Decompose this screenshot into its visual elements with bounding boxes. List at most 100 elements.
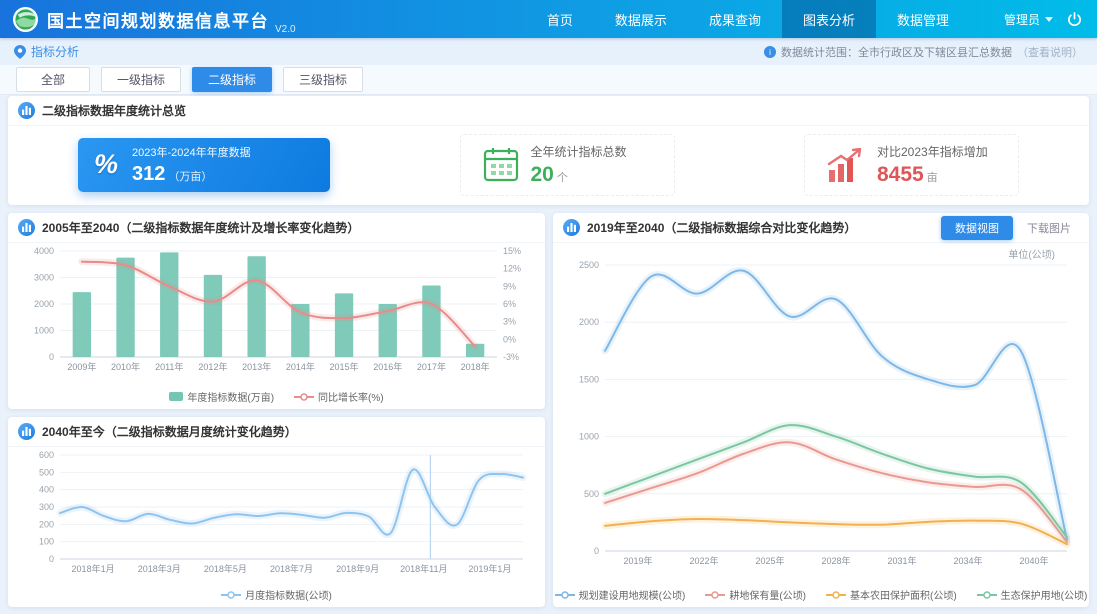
svg-text:2019年1月: 2019年1月 [468, 563, 511, 574]
svg-text:2000: 2000 [579, 317, 599, 327]
svg-text:15%: 15% [503, 246, 521, 256]
legend-item[interactable]: 基本农田保护面积(公顷) [826, 587, 957, 602]
monthly-trend-title: 2040年至今（二级指标数据月度统计变化趋势） [42, 425, 297, 439]
svg-text:12%: 12% [503, 264, 521, 274]
stat-count-value: 20 [530, 162, 554, 186]
location-pin-icon [14, 44, 26, 59]
annual-trend-title: 2005年至2040（二级指标数据年度统计及增长率变化趋势） [42, 221, 360, 235]
unit-label: 单位(公顷) [1008, 250, 1055, 261]
svg-text:2009年: 2009年 [67, 361, 96, 372]
section-chart-icon [18, 102, 35, 119]
svg-text:9%: 9% [503, 281, 516, 291]
svg-text:2013年: 2013年 [242, 361, 271, 372]
comparison-header: 2019年至2040（二级指标数据综合对比变化趋势） 数据视图 下载图片 [553, 213, 1089, 243]
tab-level-3[interactable]: 三级指标 [283, 67, 364, 92]
logout-button[interactable] [1063, 8, 1085, 30]
stat-increase: 对比2023年指标增加 8455 亩 [804, 133, 1019, 196]
legend-label: 年度指标数据(万亩) [187, 393, 275, 404]
legend-item[interactable]: 生态保护用地(公顷) [976, 587, 1088, 602]
svg-text:2025年: 2025年 [755, 555, 784, 566]
nav-item-result-query[interactable]: 成果查询 [708, 12, 761, 28]
svg-text:2018年1月: 2018年1月 [72, 563, 115, 574]
overview-card: 二级指标数据年度统计总览 % 2023年-2024年年度数据 312 （万亩） 全… [8, 96, 1089, 205]
svg-text:2015年: 2015年 [330, 361, 359, 372]
nav-item-home[interactable]: 首页 [546, 12, 573, 28]
legend-label: 生态保护用地(公顷) [1000, 591, 1088, 602]
legend-item[interactable]: 耕地保有量(公顷) [705, 587, 806, 602]
breadcrumb[interactable]: 指标分析 [14, 43, 79, 60]
legend-label: 月度指标数据(公顷) [245, 591, 332, 602]
user-menu[interactable]: 管理员 [1004, 11, 1053, 28]
svg-text:i: i [769, 48, 771, 57]
stat-indicator-count: 全年统计指标总数 20 个 [459, 133, 675, 196]
overview-title: 二级指标数据年度统计总览 [42, 104, 187, 118]
level-tabs: 全部 一级指标 二级指标 三级指标 [0, 65, 1097, 95]
overview-card-header: 二级指标数据年度统计总览 [8, 96, 1089, 126]
svg-text:-3%: -3% [503, 352, 519, 362]
svg-text:400: 400 [39, 485, 54, 495]
tab-level-1[interactable]: 一级指标 [101, 67, 182, 92]
legend-label: 规划建设用地规模(公顷) [578, 591, 686, 602]
app-subtitle: V2.0 [275, 24, 296, 35]
legend-line-marker [221, 590, 242, 599]
legend-line-marker [826, 590, 846, 599]
legend-item[interactable]: 年度指标数据(万亩) [169, 389, 274, 404]
legend-item[interactable]: 月度指标数据(公顷) [221, 587, 332, 602]
legend-line-marker [554, 590, 575, 599]
svg-text:4000: 4000 [34, 246, 54, 256]
main-nav: 首页 数据展示 成果查询 图表分析 数据管理 [526, 0, 970, 38]
svg-text:1000: 1000 [34, 326, 54, 336]
monthly-line-chart[interactable]: 600 500 400 300 200 100 0 2018年1月 2018年3月 2018年5月… [14, 449, 539, 577]
svg-text:2040年: 2040年 [1019, 555, 1048, 566]
trend-up-icon [827, 147, 862, 182]
user-name: 管理员 [1003, 12, 1040, 27]
stat-annual-unit: （万亩） [168, 170, 213, 183]
section-chart-icon [18, 423, 35, 440]
svg-text:300: 300 [39, 502, 54, 512]
svg-text:2031年: 2031年 [887, 555, 916, 566]
calendar-grid-icon [483, 147, 518, 181]
stat-annual-data: % 2023年-2024年年度数据 312 （万亩） [78, 137, 330, 192]
annual-trend-header: 2005年至2040（二级指标数据年度统计及增长率变化趋势） [8, 213, 545, 243]
svg-text:2018年11月: 2018年11月 [400, 563, 447, 574]
svg-text:500: 500 [39, 467, 54, 477]
stat-increase-value: 8455 [877, 162, 924, 186]
legend-label: 耕地保有量(公顷) [729, 591, 806, 602]
stat-annual-title: 2023年-2024年年度数据 [132, 146, 251, 159]
comparison-actions: 数据视图 下载图片 [941, 215, 1079, 240]
svg-text:100: 100 [39, 537, 54, 547]
svg-text:2018年3月: 2018年3月 [138, 563, 181, 574]
svg-text:2017年: 2017年 [417, 361, 446, 372]
svg-text:6%: 6% [503, 299, 516, 309]
tab-level-2[interactable]: 二级指标 [192, 67, 273, 92]
chevron-down-icon [1045, 16, 1053, 22]
svg-text:200: 200 [39, 519, 54, 529]
legend-item[interactable]: 规划建设用地规模(公顷) [554, 587, 686, 602]
svg-text:2016年: 2016年 [373, 361, 402, 372]
svg-text:0: 0 [594, 546, 599, 556]
data-view-button[interactable]: 数据视图 [941, 215, 1013, 240]
legend-label: 同比增长率(%) [318, 393, 384, 404]
stat-annual-value: 312 [132, 162, 166, 185]
tab-all[interactable]: 全部 [16, 67, 90, 92]
svg-text:2019年: 2019年 [623, 555, 652, 566]
svg-text:0: 0 [49, 352, 54, 362]
data-note-text: 数据统计范围：全市行政区及下辖区县汇总数据 [781, 46, 1012, 59]
data-note-link[interactable]: （查看说明） [1017, 46, 1083, 59]
comparison-line-chart[interactable]: 2500 2000 1500 1000 500 0 2019年 2022年 2025年 2028年… [559, 259, 1083, 569]
annual-bar-line-chart[interactable]: 4000 3000 2000 1000 0 15% 12% 9% 6% 3% 0% -3% 2009年 2… [14, 245, 539, 375]
svg-text:2010年: 2010年 [111, 361, 140, 372]
nav-item-data-display[interactable]: 数据展示 [614, 12, 667, 28]
info-icon: i [764, 45, 776, 58]
svg-text:1000: 1000 [579, 432, 599, 442]
nav-item-data-manage[interactable]: 数据管理 [896, 12, 949, 28]
annual-chart-legend: 年度指标数据(万亩) 同比增长率(%) [8, 389, 545, 404]
nav-item-chart-analysis[interactable]: 图表分析 [781, 0, 876, 38]
download-image-button[interactable]: 下载图片 [1027, 220, 1071, 236]
legend-item[interactable]: 同比增长率(%) [294, 389, 384, 404]
app-title: 国土空间规划数据信息平台 [47, 11, 269, 31]
monthly-trend-header: 2040年至今（二级指标数据月度统计变化趋势） [8, 417, 545, 447]
stat-count-title: 全年统计指标总数 [530, 144, 627, 159]
svg-text:1500: 1500 [579, 374, 599, 384]
legend-line-marker [705, 590, 726, 599]
